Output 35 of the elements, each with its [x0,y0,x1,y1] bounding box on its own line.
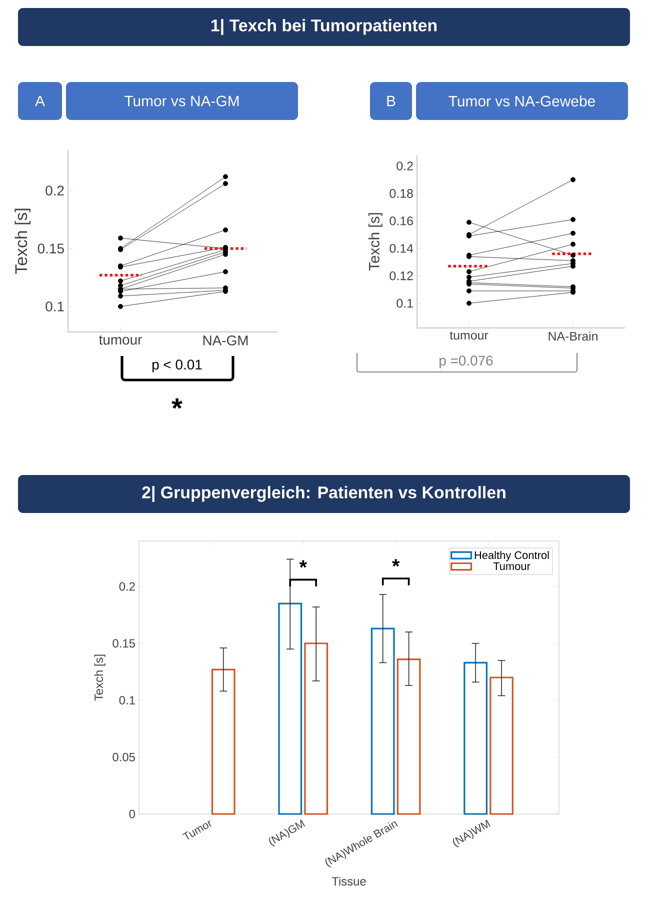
text: B [387,96,396,106]
y-tick-label: 0.2 [46,186,64,196]
y-tick-label: 0.15 [38,244,64,254]
x-tick-label: NA-Brain [548,332,598,341]
text: * [172,398,182,409]
text: p =0.076 [440,356,493,368]
text: A [35,96,45,106]
legend-label: Tumour [493,562,530,570]
y-tick-label: 0.15 [112,639,135,648]
y-tick-label: 0.14 [390,244,414,253]
y-tick-label: 0.1 [46,302,64,312]
y-tick-label: 0.2 [119,582,135,591]
y-tick-label: 0 [129,810,136,818]
x-tick-label: tumour [450,332,488,340]
y-axis-title: Texch [s] [368,213,382,271]
y-axis-title: Texch [s] [94,654,106,701]
y-tick-label: 0.1 [396,298,413,308]
x-tick-label: NA-GM [203,335,248,346]
y-tick-label: 0.12 [390,271,413,280]
chart-title: 2| Gruppenvergleich: Patienten vs Kontrollen [142,486,506,502]
text: p < 0.01 [152,360,202,372]
y-tick-label: 0.18 [390,189,413,198]
x-axis-title: Tissue [332,876,366,886]
annotation: * [299,560,307,568]
text: 1| Texch bei Tumorpatienten [211,18,437,36]
chart-title: Tumor vs NA-GM [124,96,239,106]
chart-title: Tumor vs NA-Gewebe [448,96,595,106]
y-tick-label: 0.16 [390,216,413,226]
x-tick-label: tumour [99,336,142,345]
y-tick-label: 0.05 [112,752,135,762]
legend-label: Healthy Control [474,551,549,562]
annotation: * [392,559,400,567]
y-tick-label: 0.2 [396,162,413,170]
y-axis-title: Texch [s] [14,208,30,274]
y-tick-label: 0.1 [119,696,135,704]
